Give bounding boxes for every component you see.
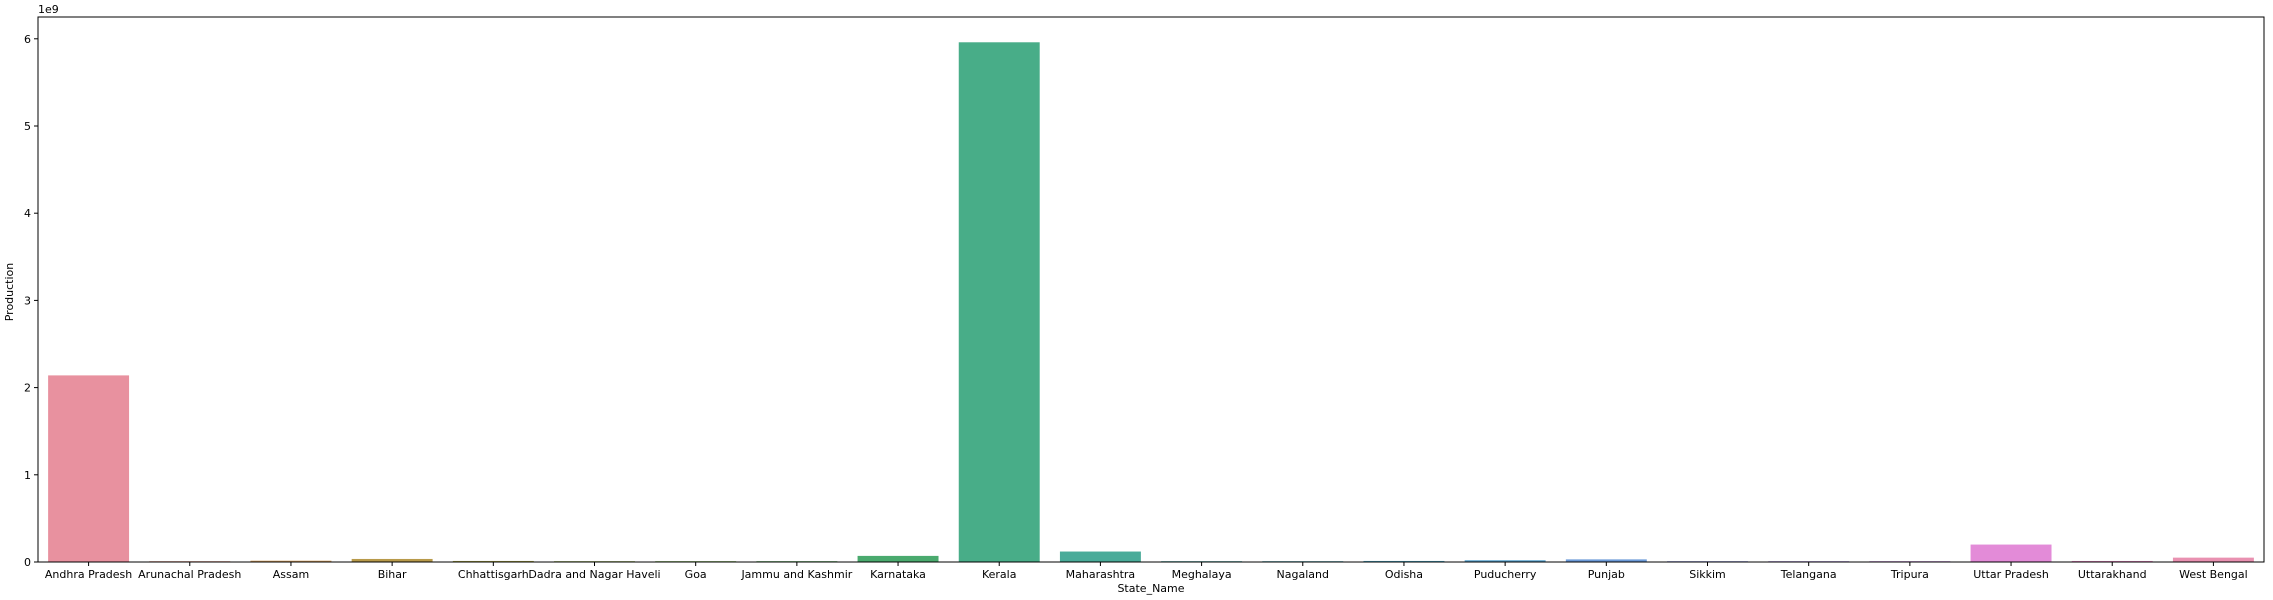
bar-assam (250, 560, 332, 562)
y-tick-label: 2 (24, 382, 31, 395)
x-tick-label: Kerala (982, 568, 1017, 581)
x-tick-label: Arunachal Pradesh (138, 568, 241, 581)
bar-west-bengal (2172, 557, 2254, 562)
x-axis-label: State_Name (1117, 582, 1184, 595)
y-axis-label: Production (3, 263, 16, 322)
plot-frame (37, 16, 2265, 563)
bar-puducherry (1464, 560, 1546, 562)
y-tick-label: 6 (24, 33, 31, 46)
bar-uttarakhand (2071, 560, 2153, 562)
y-tick-label: 1 (24, 469, 31, 482)
x-tick-label: Maharashtra (1066, 568, 1136, 581)
x-axis: Andhra Pradesh Arunachal Pradesh Assam Biha… (45, 562, 2248, 581)
x-tick-label: Tripura (1890, 568, 1929, 581)
x-tick-label: Goa (685, 568, 707, 581)
y-tick-label: 5 (24, 120, 31, 133)
y-scale-label: 1e9 (38, 3, 59, 16)
bar-odisha (1363, 560, 1445, 562)
x-tick-label: Chhattisgarh (458, 568, 529, 581)
x-tick-label: Uttar Pradesh (1973, 568, 2049, 581)
y-tick-label: 0 (24, 556, 31, 569)
x-tick-label: Uttarakhand (2078, 568, 2147, 581)
bars (48, 42, 2254, 562)
x-tick-label: Nagaland (1277, 568, 1329, 581)
bar-bihar (351, 558, 433, 562)
x-tick-label: Karnataka (870, 568, 926, 581)
x-tick-label: Telangana (1780, 568, 1837, 581)
bar-maharashtra (1059, 551, 1141, 562)
bar-andhra-pradesh (48, 375, 130, 562)
x-tick-label: Dadra and Nagar Haveli (528, 568, 660, 581)
x-tick-label: Andhra Pradesh (45, 568, 132, 581)
x-tick-label: Punjab (1588, 568, 1625, 581)
bar-punjab (1565, 559, 1647, 562)
y-tick-label: 3 (24, 294, 31, 307)
y-axis: 0 1 2 3 4 5 6 (24, 33, 38, 569)
y-tick-label: 4 (24, 207, 31, 220)
bar-karnataka (857, 555, 939, 562)
x-tick-label: Odisha (1385, 568, 1423, 581)
bar-kerala (958, 42, 1040, 562)
bar-chhattisgarh (452, 560, 534, 562)
x-tick-label: West Bengal (2179, 568, 2248, 581)
x-tick-label: Puducherry (1474, 568, 1537, 581)
x-tick-label: Meghalaya (1172, 568, 1232, 581)
x-tick-label: Jammu and Kashmir (740, 568, 852, 581)
bar-uttar-pradesh (1970, 544, 2052, 562)
x-tick-label: Sikkim (1689, 568, 1726, 581)
x-tick-label: Assam (273, 568, 309, 581)
x-tick-label: Bihar (378, 568, 407, 581)
